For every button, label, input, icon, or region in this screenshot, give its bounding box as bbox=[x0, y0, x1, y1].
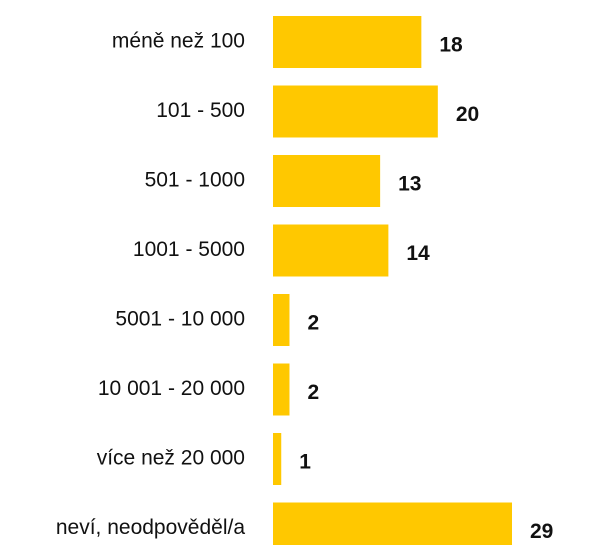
bar bbox=[273, 85, 438, 138]
category-label: 101 - 500 bbox=[156, 99, 245, 122]
bar bbox=[273, 155, 381, 207]
category-label: neví, neodpověděl/a bbox=[56, 516, 245, 539]
value-label: 18 bbox=[439, 34, 463, 57]
category-label: 1001 - 5000 bbox=[133, 238, 245, 261]
value-label: 14 bbox=[406, 242, 430, 265]
value-label: 13 bbox=[398, 173, 421, 196]
category-label: více než 20 000 bbox=[97, 447, 245, 470]
value-label: 29 bbox=[530, 520, 553, 543]
bar bbox=[273, 224, 389, 277]
value-label: 2 bbox=[307, 381, 319, 404]
category-label: 5001 - 10 000 bbox=[115, 308, 245, 331]
value-label: 2 bbox=[307, 312, 319, 335]
bar bbox=[273, 294, 290, 346]
category-label: 501 - 1000 bbox=[145, 169, 245, 192]
bar bbox=[273, 16, 422, 68]
value-label: 20 bbox=[456, 103, 479, 126]
category-label: 10 001 - 20 000 bbox=[98, 377, 245, 400]
value-label: 1 bbox=[299, 451, 311, 474]
category-label: méně než 100 bbox=[112, 30, 245, 53]
bar bbox=[273, 363, 290, 416]
bar bbox=[273, 433, 282, 485]
bar bbox=[273, 502, 512, 545]
